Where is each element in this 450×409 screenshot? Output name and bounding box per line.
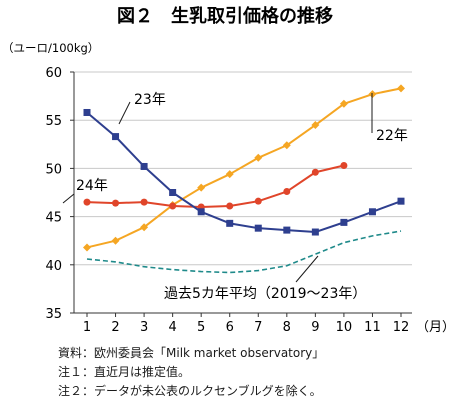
label-leader-24	[62, 193, 75, 204]
x-tick-label: 4	[168, 320, 176, 335]
source-note: 資料：欧州委員会「Milk market observatory」	[58, 346, 325, 360]
y-tick-label: 50	[45, 162, 62, 177]
note-2: 注２：データが未公表のルクセンブルグを除く。	[58, 384, 322, 398]
x-tick-label: 8	[283, 320, 291, 335]
label-leader-avg	[295, 255, 319, 283]
x-tick-label: 11	[364, 320, 381, 335]
x-tick-label: 10	[336, 320, 353, 335]
x-tick-label: 3	[140, 320, 148, 335]
series-label-22: 22年	[376, 128, 408, 144]
data-point	[283, 188, 291, 196]
x-tick-labels: 1 2 3 4 5 6 7 8 9 10 11 12	[83, 320, 409, 335]
axes	[70, 71, 412, 317]
data-point	[225, 170, 234, 179]
data-point	[169, 189, 177, 196]
x-tick-label: 6	[226, 320, 234, 335]
data-point	[397, 84, 405, 93]
data-point	[311, 168, 319, 176]
series-labels: 23年 24年 22年 過去5カ年平均（2019～23年）	[62, 92, 408, 302]
data-point	[283, 226, 291, 234]
series-line	[86, 230, 402, 274]
data-point	[254, 224, 262, 232]
data-point	[169, 202, 177, 210]
y-tick-label: 55	[45, 114, 62, 129]
x-tick-label: 7	[254, 320, 262, 335]
data-point	[140, 198, 148, 206]
x-tick-label: 9	[311, 320, 319, 335]
x-axis-unit: （月）	[416, 320, 450, 335]
data-point	[112, 199, 120, 207]
data-point	[311, 121, 320, 130]
data-point	[339, 99, 348, 108]
y-axis-unit: （ユーロ/100kg）	[2, 41, 99, 55]
data-point	[340, 218, 348, 226]
data-point	[140, 162, 148, 170]
chart-title: 図２ 生乳取引価格の推移	[117, 5, 333, 27]
y-tick-label: 40	[45, 259, 62, 274]
data-point	[254, 197, 262, 205]
x-tick-label: 2	[111, 320, 119, 335]
data-point	[282, 141, 291, 150]
data-point	[254, 153, 263, 162]
x-tick-label: 5	[197, 320, 205, 335]
y-tick-label: 60	[45, 66, 62, 81]
series-label-avg: 過去5カ年平均（2019～23年）	[164, 286, 366, 302]
data-point	[83, 243, 91, 252]
data-point	[226, 202, 234, 210]
note-1: 注１：直近月は推定值。	[58, 365, 191, 379]
data-point	[226, 219, 234, 227]
data-point	[340, 162, 348, 170]
data-point	[311, 228, 319, 236]
data-point	[111, 236, 120, 245]
series-label-23: 23年	[134, 92, 166, 108]
data-point	[112, 133, 120, 141]
series-line	[86, 87, 402, 249]
y-tick-label: 45	[45, 211, 62, 226]
x-tick-label: 12	[393, 320, 410, 335]
data-point	[197, 208, 205, 216]
series-line	[86, 164, 345, 208]
data-point	[83, 108, 91, 116]
y-tick-label: 35	[45, 307, 62, 322]
series-label-24: 24年	[76, 178, 108, 194]
series-group	[83, 84, 405, 274]
x-tick-label: 1	[83, 320, 91, 335]
data-point	[140, 223, 149, 232]
data-point	[368, 208, 376, 216]
label-leader-23	[118, 101, 131, 125]
data-point	[197, 183, 206, 192]
y-tick-labels: 35 40 45 50 55 60	[45, 66, 62, 322]
series-line	[86, 111, 402, 234]
data-point	[83, 198, 91, 206]
data-point	[397, 197, 405, 205]
